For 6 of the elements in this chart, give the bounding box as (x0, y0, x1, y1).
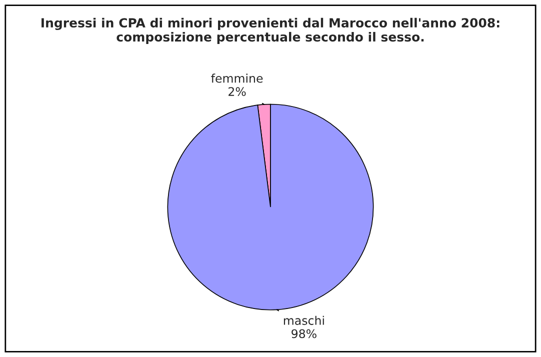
data-label: 98% (292, 329, 316, 338)
slice-label: femmine (211, 74, 263, 83)
chart-title: Ingressi in CPA di minori provenienti dal Marocco nell'anno 2008: composizione percentuale secondo il sesso. (42, 18, 500, 44)
pie-slice (167, 104, 374, 310)
slice-label: maschi (284, 316, 324, 325)
data-label: 2% (228, 87, 246, 96)
